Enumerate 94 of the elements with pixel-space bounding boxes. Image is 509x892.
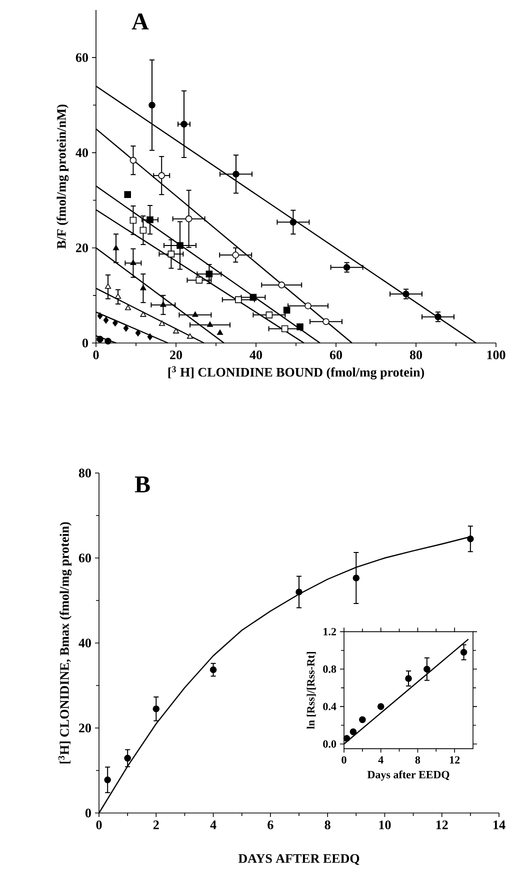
point bbox=[350, 728, 357, 736]
point bbox=[424, 666, 430, 673]
point bbox=[278, 282, 285, 288]
point bbox=[359, 716, 366, 724]
y-tick-label: 1.2 bbox=[324, 628, 336, 636]
x-axis-title: [$^{3}$ H] CLONIDINE BOUND (fmol/mg protein) bbox=[168, 366, 424, 380]
point bbox=[104, 776, 111, 784]
y-tick-label: 0 bbox=[82, 338, 88, 348]
y-tick-label: 60 bbox=[76, 53, 88, 62]
point bbox=[283, 306, 290, 314]
point bbox=[207, 322, 213, 327]
y-tick-label: 0.0 bbox=[323, 740, 336, 748]
point bbox=[124, 191, 131, 198]
point bbox=[192, 312, 198, 317]
point bbox=[377, 703, 384, 710]
point bbox=[140, 312, 146, 317]
point bbox=[124, 754, 131, 762]
point bbox=[112, 320, 118, 326]
y-tick-label: 0 bbox=[85, 808, 91, 818]
point bbox=[196, 276, 203, 284]
point bbox=[146, 216, 154, 224]
point bbox=[148, 102, 156, 109]
x-tick-label: 20 bbox=[170, 350, 182, 360]
point bbox=[210, 666, 217, 674]
y-axis-title: [$^{3}$H] CLONIDINE, Bmax (fmol/mg protein) bbox=[58, 522, 72, 764]
y-tick-label: 20 bbox=[76, 243, 88, 252]
point bbox=[140, 226, 147, 234]
x-tick-label: 12 bbox=[450, 756, 460, 764]
point bbox=[460, 648, 468, 656]
point bbox=[296, 588, 302, 596]
point bbox=[147, 333, 153, 340]
y-axis-title: B/F (fmol/mg protein/nM) bbox=[56, 104, 69, 249]
point bbox=[176, 242, 184, 249]
point bbox=[180, 120, 188, 128]
point bbox=[187, 333, 193, 339]
x-tick-label: 100 bbox=[487, 350, 506, 360]
point bbox=[266, 312, 273, 318]
point bbox=[185, 215, 192, 222]
point bbox=[173, 328, 179, 334]
x-tick-label: 12 bbox=[436, 820, 448, 830]
y-tick-label: 0.8 bbox=[323, 665, 336, 673]
point bbox=[158, 172, 166, 179]
point bbox=[140, 284, 146, 290]
x-tick-label: 60 bbox=[330, 350, 342, 360]
x-tick-label: 14 bbox=[494, 820, 506, 830]
point bbox=[290, 218, 297, 226]
x-tick-label: 4 bbox=[210, 820, 216, 830]
x-tick-label: 4 bbox=[378, 756, 384, 764]
x-tick-label: 0 bbox=[93, 350, 99, 360]
point bbox=[352, 574, 360, 582]
point bbox=[343, 734, 350, 742]
point bbox=[206, 270, 213, 278]
y-tick-label: 40 bbox=[76, 148, 88, 158]
point bbox=[135, 330, 141, 336]
x-tick-label: 2 bbox=[153, 820, 159, 830]
y-tick-label: 0.4 bbox=[323, 702, 336, 710]
x-tick-label: 10 bbox=[379, 820, 391, 830]
y-tick-label: 20 bbox=[79, 724, 91, 732]
y-tick-label: 60 bbox=[78, 554, 91, 562]
point bbox=[123, 324, 129, 332]
chart-title: A bbox=[132, 14, 149, 30]
point bbox=[281, 325, 288, 332]
point bbox=[97, 312, 103, 320]
point bbox=[130, 216, 137, 224]
point bbox=[467, 535, 474, 542]
x-tick-label: 40 bbox=[250, 350, 262, 360]
chart-title: B bbox=[134, 476, 150, 492]
point bbox=[96, 336, 104, 343]
point bbox=[125, 304, 131, 310]
point bbox=[405, 675, 412, 682]
x-tick-label: 0 bbox=[342, 756, 346, 764]
point bbox=[130, 156, 137, 164]
x-axis-title: Days after EEDQ bbox=[367, 770, 450, 781]
point bbox=[130, 260, 136, 265]
y-tick-label: 40 bbox=[78, 638, 91, 648]
point bbox=[159, 320, 165, 326]
y-axis-title: ln [Rss]/[Rss-Rt] bbox=[306, 652, 316, 729]
x-axis-title: DAYS AFTER EEDQ bbox=[238, 854, 360, 865]
point bbox=[304, 302, 312, 310]
y-tick-label: 80 bbox=[78, 468, 91, 478]
point bbox=[168, 250, 175, 258]
x-tick-label: 0 bbox=[96, 820, 102, 830]
point bbox=[152, 705, 160, 712]
x-tick-label: 8 bbox=[415, 756, 420, 764]
x-tick-label: 80 bbox=[410, 350, 422, 360]
point bbox=[322, 318, 330, 325]
x-tick-label: 8 bbox=[324, 820, 330, 830]
x-tick-label: 6 bbox=[268, 820, 274, 830]
point bbox=[232, 170, 240, 178]
point bbox=[103, 316, 109, 324]
point bbox=[160, 302, 166, 307]
point bbox=[104, 338, 112, 344]
point bbox=[232, 252, 239, 258]
point bbox=[217, 330, 223, 335]
